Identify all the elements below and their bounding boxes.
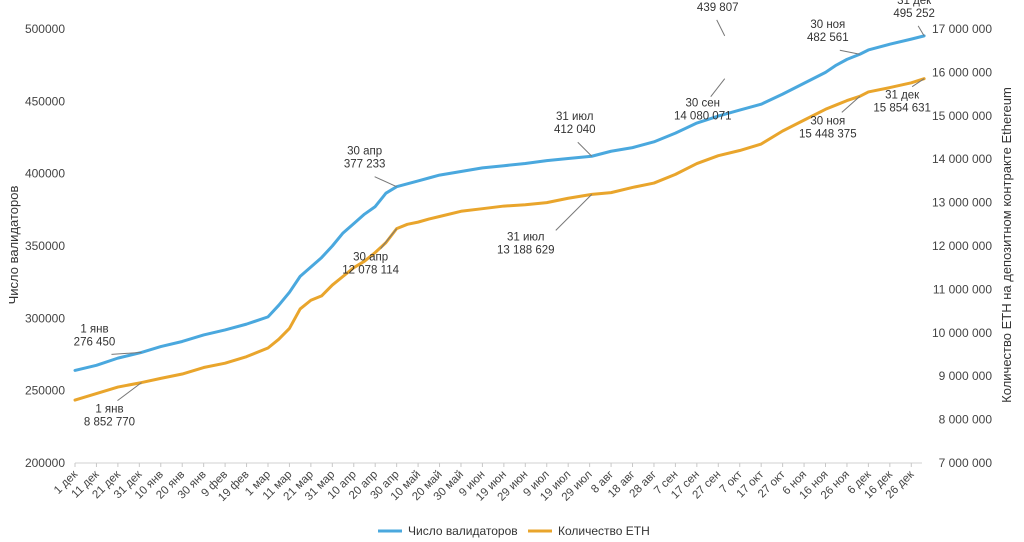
- y-tick-label-right: 8 000 000: [939, 413, 993, 427]
- annotation-date: 1 янв: [80, 323, 108, 335]
- y-tick-label-right: 12 000 000: [932, 239, 992, 253]
- left-axis: 200000 250000 300000 350000 400000 450000 5000…: [25, 22, 65, 470]
- annotation-date: 1 янв: [95, 404, 123, 416]
- chart-root: 200000 250000 300000 350000 400000 450000 5000…: [0, 0, 1024, 542]
- annotation-value: 8 852 770: [84, 417, 135, 429]
- annotation-leader: [840, 50, 860, 54]
- y-tick-label-right: 17 000 000: [932, 22, 992, 36]
- y-tick-label-left: 500000: [25, 22, 65, 36]
- annotation-value: 15 854 631: [873, 103, 931, 115]
- annotation-date: 31 июл: [556, 111, 594, 123]
- annotation-leader: [918, 26, 924, 36]
- annotation-value: 482 561: [807, 32, 849, 44]
- annotation-value: 495 252: [893, 8, 935, 20]
- annotation-date: 31 дек: [885, 90, 920, 102]
- y-tick-label-right: 16 000 000: [932, 65, 992, 79]
- annotation-value: 439 807: [697, 2, 739, 14]
- legend-label-validators: Число валидаторов: [408, 524, 518, 538]
- y-tick-label-right: 11 000 000: [933, 282, 992, 296]
- legend-label-eth: Количество ETH: [558, 524, 650, 538]
- annotation-date: 30 ноя: [810, 115, 845, 127]
- annotation-value: 12 078 114: [342, 265, 399, 277]
- y-axis-label-right: Количество ETH на депозитном контракте E…: [999, 87, 1014, 403]
- annotation-value: 15 448 375: [799, 128, 857, 140]
- series-line-eth: [75, 79, 924, 400]
- y-tick-label-left: 350000: [25, 239, 65, 253]
- annotation-date: 31 июл: [507, 231, 545, 243]
- y-tick-label-right: 13 000 000: [932, 196, 992, 210]
- y-tick-label-left: 400000: [25, 167, 65, 181]
- annotation-leader: [381, 229, 397, 249]
- annotation-date: 30 апр: [353, 252, 388, 264]
- annotation-leader: [375, 177, 397, 187]
- y-axis-label-left: Число валидаторов: [6, 186, 21, 305]
- annotation-date: 30 ноя: [810, 19, 845, 31]
- y-tick-label-right: 7 000 000: [939, 456, 993, 470]
- right-axis: 7 000 000 8 000 000 9 000 000 10 000 000 11 …: [932, 22, 992, 470]
- annotation-value: 13 188 629: [497, 244, 555, 256]
- annotation-value: 377 233: [344, 159, 386, 171]
- annotation-date: 30 сен: [685, 98, 719, 110]
- series-layer: [75, 36, 924, 400]
- legend: Число валидаторов Количество ETH: [378, 524, 650, 538]
- line-chart: 200000 250000 300000 350000 400000 450000 5000…: [0, 0, 1024, 542]
- annotation-leader: [578, 142, 592, 156]
- annotation-leader: [711, 79, 725, 97]
- series-line-validators: [75, 36, 924, 371]
- y-tick-label-right: 14 000 000: [932, 152, 992, 166]
- annotation-date: 30 сен: [700, 0, 734, 1]
- y-tick-label-right: 15 000 000: [932, 109, 992, 123]
- annotation-value: 276 450: [74, 336, 116, 348]
- annotation-date: 31 дек: [897, 0, 932, 7]
- annotation-value: 14 080 071: [674, 111, 732, 123]
- y-tick-label-left: 200000: [25, 456, 65, 470]
- annotation-leader: [717, 20, 725, 36]
- y-tick-label-right: 9 000 000: [939, 369, 993, 383]
- annotation-value: 412 040: [554, 124, 596, 136]
- y-tick-label-left: 450000: [25, 94, 65, 108]
- annotation-date: 30 апр: [347, 146, 382, 158]
- y-tick-label-left: 250000: [25, 384, 65, 398]
- y-tick-label-right: 10 000 000: [932, 326, 992, 340]
- y-tick-label-left: 300000: [25, 311, 65, 325]
